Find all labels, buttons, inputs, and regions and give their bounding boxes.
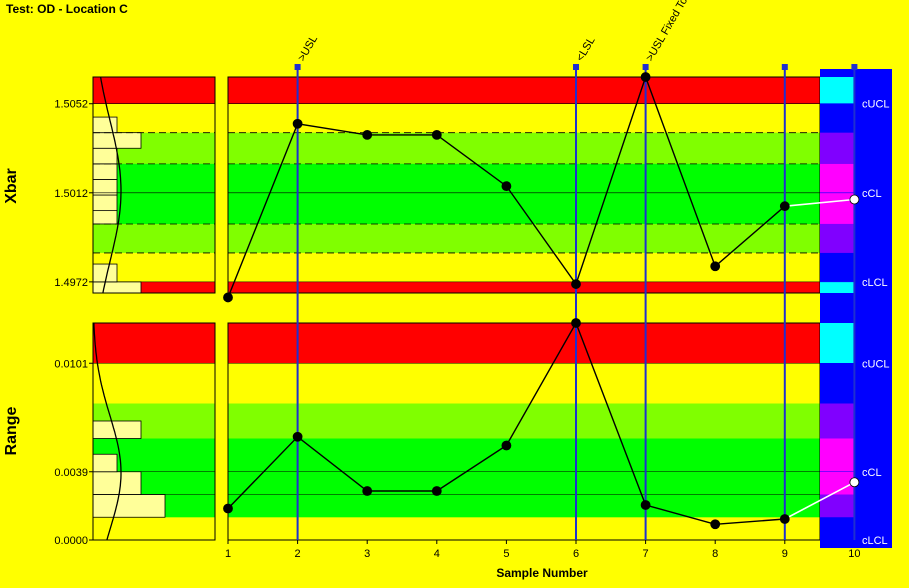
- xbar-ytick-label: 1.5052: [54, 99, 88, 111]
- event-label: >USL: [296, 33, 320, 63]
- event-marker-9[interactable]: [781, 64, 788, 70]
- range-data-point[interactable]: [292, 431, 303, 442]
- xbar-data-point[interactable]: [431, 129, 442, 140]
- x-axis-label: Sample Number: [496, 566, 588, 580]
- xtick-label: 1: [225, 548, 231, 560]
- xbar-y-axis-label: Xbar: [3, 168, 20, 204]
- xbar-data-point[interactable]: [292, 118, 303, 129]
- xbar-control-label: cLCL: [862, 277, 888, 289]
- xtick-label: 9: [782, 548, 788, 560]
- xbar-histogram-bar-1: [92, 263, 118, 283]
- range-control-label: cLCL: [862, 535, 888, 547]
- range-sidebar-band-3: [820, 494, 855, 518]
- range-histogram-bar-3: [92, 420, 142, 439]
- range-data-point[interactable]: [501, 440, 512, 451]
- range-ytick-label: 0.0101: [54, 358, 88, 370]
- range-data-point[interactable]: [779, 514, 790, 524]
- xbar-sidebar-band-4: [820, 281, 855, 293]
- event-marker-10[interactable]: [851, 64, 858, 70]
- range-control-label: cCL: [862, 467, 882, 479]
- xbar-control-label: cUCL: [862, 99, 890, 111]
- xbar-histogram-bar-2: [92, 210, 118, 225]
- range-sidebar-band-1: [820, 403, 855, 439]
- range-ytick-label: 0.0000: [54, 535, 88, 547]
- xtick-label: 2: [295, 548, 301, 560]
- xbar-histogram-bar-0: [92, 281, 142, 294]
- event-label: <LSL: [574, 35, 597, 64]
- xbar-data-point[interactable]: [362, 129, 373, 140]
- xbar-histogram-bar-3: [92, 194, 118, 212]
- range-y-axis-label: Range: [3, 406, 20, 455]
- range-distribution-curve: [93, 322, 122, 541]
- range-hist-upper-red-zone: [93, 323, 215, 364]
- range-ytick-label: 0.0039: [54, 467, 88, 479]
- xtick-label: 6: [573, 548, 579, 560]
- range-data-point[interactable]: [571, 318, 581, 328]
- range-data-point[interactable]: [849, 477, 860, 488]
- range-projected-line: [784, 481, 855, 520]
- xbar-control-label: cCL: [862, 188, 882, 200]
- event-marker-6[interactable]: [573, 64, 579, 70]
- range-data-point[interactable]: [362, 486, 373, 496]
- xbar-data-point[interactable]: [779, 201, 790, 212]
- range-control-label: cUCL: [862, 358, 890, 370]
- xtick-label: 5: [503, 548, 509, 560]
- xbar-data-point[interactable]: [710, 261, 721, 272]
- range-sidebar-band-0: [820, 323, 855, 364]
- xbar-sidebar-band-0: [820, 77, 855, 104]
- xbar-sidebar-band-2: [820, 163, 855, 224]
- xbar-histogram-bar-7: [92, 132, 142, 149]
- range-data-point[interactable]: [431, 486, 442, 496]
- range-plot-center-zone: [228, 438, 820, 518]
- range-histogram-bar-1: [92, 471, 142, 495]
- xbar-projected-line: [784, 198, 855, 207]
- xtick-label: 7: [643, 548, 649, 560]
- xtick-label: 8: [712, 548, 718, 560]
- chart-title: Test: OD - Location C: [6, 2, 128, 16]
- xbar-data-point[interactable]: [501, 181, 512, 192]
- range-histogram-bar-0: [92, 494, 166, 518]
- xbar-sidebar-band-3: [820, 223, 855, 253]
- range-data-point[interactable]: [223, 503, 233, 514]
- xbar-data-point[interactable]: [849, 194, 860, 205]
- xbar-sidebar-band-1: [820, 132, 855, 164]
- range-data-point[interactable]: [640, 500, 651, 510]
- xbar-hist-border: [92, 76, 216, 294]
- xbar-plot-center-zone: [228, 163, 820, 224]
- range-data-point[interactable]: [710, 519, 721, 530]
- xbar-histogram-bar-8: [92, 116, 118, 134]
- xbar-ytick-label: 1.4972: [54, 277, 88, 289]
- xbar-hist-upper-red-zone: [93, 77, 215, 104]
- range-plot-upper-red-zone: [228, 323, 820, 364]
- xtick-label: 3: [364, 548, 370, 560]
- event-label: >USL Fixed Tool: [644, 0, 695, 64]
- xbar-histogram-bar-5: [92, 163, 118, 180]
- xbar-data-point[interactable]: [640, 72, 651, 82]
- xtick-label: 4: [434, 548, 440, 560]
- xbar-plot-upper-red-zone: [228, 77, 820, 104]
- xbar-ytick-label: 1.5012: [54, 188, 88, 200]
- range-sidebar-band-2: [820, 438, 855, 495]
- event-marker-7[interactable]: [642, 64, 649, 70]
- range-histogram-bar-2: [92, 453, 118, 473]
- xbar-plot-lower-red-zone: [228, 281, 820, 293]
- xbar-data-point[interactable]: [571, 279, 581, 289]
- xbar-data-point[interactable]: [223, 292, 233, 303]
- event-marker-2[interactable]: [294, 64, 301, 70]
- xbar-histogram-bar-6: [92, 147, 118, 165]
- xbar-hist-lower-red-zone: [93, 281, 215, 293]
- range-hist-border: [92, 322, 216, 541]
- xtick-label: 10: [848, 548, 860, 560]
- xbar-distribution-curve: [99, 76, 122, 294]
